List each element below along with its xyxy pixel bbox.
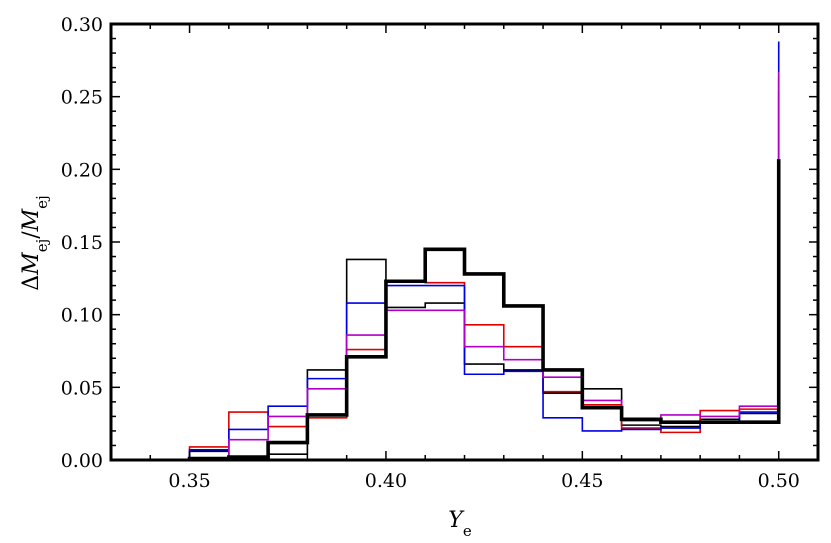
- series-4-bin-14: [700, 422, 739, 460]
- y-tick-label: 0.10: [61, 305, 103, 327]
- series-2-bin-7: [425, 303, 464, 460]
- series-3-bin-5: [347, 350, 386, 460]
- series-1-bin-3: [268, 443, 307, 460]
- series-3-bin-4: [307, 418, 346, 460]
- series-5-bin-4: [307, 389, 346, 460]
- series-2-bin-14: [700, 419, 739, 460]
- series-4-bin-5: [347, 303, 386, 460]
- series-4-bin-4: [307, 379, 346, 460]
- x-axis-title: Ye: [448, 508, 472, 540]
- series-2-step-line: [188, 90, 780, 460]
- series-3-bin-9: [504, 347, 543, 460]
- series-layer: [187, 41, 781, 461]
- x-tick-label: 0.50: [758, 470, 800, 492]
- series-5: [189, 71, 780, 461]
- series-2-bin-11: [582, 389, 621, 460]
- series-1-bin-10: [543, 370, 582, 460]
- y-tick-label: 0.20: [61, 159, 103, 181]
- series-4-bin-3: [268, 406, 307, 460]
- series-3-bin-11: [582, 405, 621, 460]
- series-4-step-line: [188, 41, 780, 460]
- y-tick-label: 0.15: [61, 232, 103, 254]
- series-3: [188, 76, 780, 460]
- series-4: [188, 41, 780, 460]
- series-2-bin-8: [465, 364, 504, 460]
- series-4-bin-12: [622, 429, 661, 460]
- series-1-bin-5: [347, 357, 386, 460]
- series-5-bin-6: [386, 310, 425, 460]
- series-4-bin-15: [739, 412, 778, 460]
- series-3-step-line: [188, 76, 780, 460]
- axes: 0.35 0.40 0.45 0.50 0.00 0.05 0.10 0.15 0.20 0.25…: [61, 14, 820, 492]
- series-2-bin-9: [504, 370, 543, 460]
- series-5-bin-7: [425, 310, 464, 460]
- series-1-step-line: [187, 159, 781, 461]
- plot-frame: [109, 22, 820, 462]
- series-3-bin-15: [739, 409, 778, 460]
- series-2-bin-6: [386, 307, 425, 460]
- series-4-bin-9: [504, 371, 543, 460]
- series-1-bin-8: [465, 274, 504, 460]
- series-3-bin-12: [622, 428, 661, 460]
- series-5-bin-5: [347, 335, 386, 460]
- series-4-bin-7: [425, 286, 464, 460]
- y-tick-label: 0.00: [61, 450, 103, 472]
- x-tick-label: 0.45: [561, 470, 603, 492]
- series-1-bin-14: [700, 422, 739, 460]
- series-5-bin-12: [622, 421, 661, 460]
- series-1-bin-15: [739, 422, 778, 460]
- series-2-bin-10: [543, 393, 582, 460]
- x-tick-label: 0.35: [168, 470, 210, 492]
- series-3-bin-13: [661, 432, 700, 460]
- x-tick-label: 0.40: [365, 470, 407, 492]
- series-3-bin-14: [700, 411, 739, 460]
- series-2-bin-5: [347, 259, 386, 460]
- y-tick-label: 0.05: [61, 377, 103, 399]
- series-1-bin-9: [504, 306, 543, 460]
- series-5-step-line: [189, 71, 780, 461]
- y-tick-label: 0.25: [61, 87, 103, 109]
- series-4-bin-10: [543, 418, 582, 460]
- series-2: [188, 90, 780, 460]
- series-1-bin-7: [425, 249, 464, 460]
- series-3-bin-7: [425, 283, 464, 460]
- y-tick-label: 0.30: [61, 14, 103, 36]
- series-4-bin-8: [465, 374, 504, 460]
- series-1-bin-4: [307, 415, 346, 460]
- series-3-bin-2: [229, 412, 268, 460]
- series-3-bin-8: [465, 325, 504, 460]
- y-axis-title: ΔMej/Mej: [19, 195, 51, 290]
- series-2-bin-12: [622, 425, 661, 460]
- series-4-bin-11: [582, 431, 621, 460]
- series-1: [187, 159, 781, 461]
- series-3-bin-10: [543, 392, 582, 460]
- series-1-bin-11: [582, 408, 621, 460]
- series-4-bin-6: [386, 286, 425, 460]
- series-5-bin-9: [504, 360, 543, 460]
